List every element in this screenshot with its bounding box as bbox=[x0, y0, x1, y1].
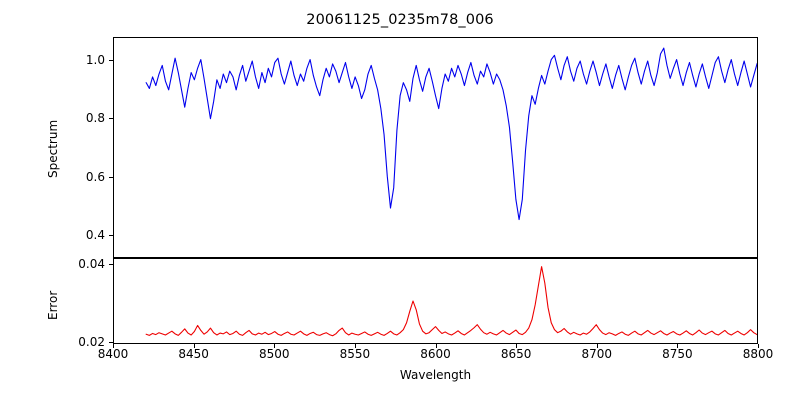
x-tick-label: 8500 bbox=[259, 347, 290, 361]
spectrum-panel bbox=[113, 37, 758, 258]
y-tick-label: 1.0 bbox=[85, 53, 105, 68]
y-tick-mark bbox=[109, 118, 113, 120]
x-tick-label: 8400 bbox=[97, 347, 129, 361]
x-tick-mark bbox=[354, 344, 356, 348]
y-axis-label-error: Error bbox=[46, 290, 60, 320]
x-tick-mark bbox=[274, 344, 276, 348]
y-tick-label: 0.8 bbox=[85, 111, 105, 126]
y-tick-label: 0.6 bbox=[85, 169, 105, 184]
x-tick-label: 8600 bbox=[420, 347, 451, 361]
error-plot-area bbox=[145, 266, 757, 337]
x-tick-label: 8700 bbox=[581, 347, 613, 361]
y-axis-label-spectrum: Spectrum bbox=[46, 119, 60, 178]
figure-title: 20061125_0235m78_006 bbox=[306, 12, 494, 28]
x-tick-mark bbox=[113, 344, 115, 348]
x-tick-mark bbox=[677, 344, 679, 348]
y-tick-mark bbox=[109, 342, 113, 344]
spectrum-line bbox=[145, 47, 757, 221]
x-tick-label: 8550 bbox=[339, 347, 371, 361]
error-line bbox=[145, 266, 757, 337]
y-tick-mark bbox=[109, 234, 113, 236]
x-tick-mark bbox=[596, 344, 598, 348]
x-tick-mark bbox=[193, 344, 195, 348]
y-tick-label: 0.04 bbox=[78, 256, 105, 271]
y-tick-label: 0.02 bbox=[78, 335, 105, 350]
x-tick-label: 8750 bbox=[662, 347, 693, 361]
y-tick-label: 0.4 bbox=[85, 227, 105, 242]
y-tick-mark bbox=[109, 263, 113, 265]
x-axis-label: Wavelength bbox=[399, 368, 472, 382]
x-tick-label: 8800 bbox=[742, 347, 774, 361]
x-tick-mark bbox=[435, 344, 437, 348]
x-tick-label: 8650 bbox=[500, 347, 532, 361]
error-panel bbox=[113, 258, 758, 344]
x-tick-mark bbox=[516, 344, 518, 348]
x-tick-mark bbox=[758, 344, 760, 348]
y-tick-mark bbox=[109, 60, 113, 62]
y-tick-mark bbox=[109, 176, 113, 178]
spectrum-plot-area bbox=[145, 47, 757, 221]
x-tick-label: 8450 bbox=[178, 347, 209, 361]
